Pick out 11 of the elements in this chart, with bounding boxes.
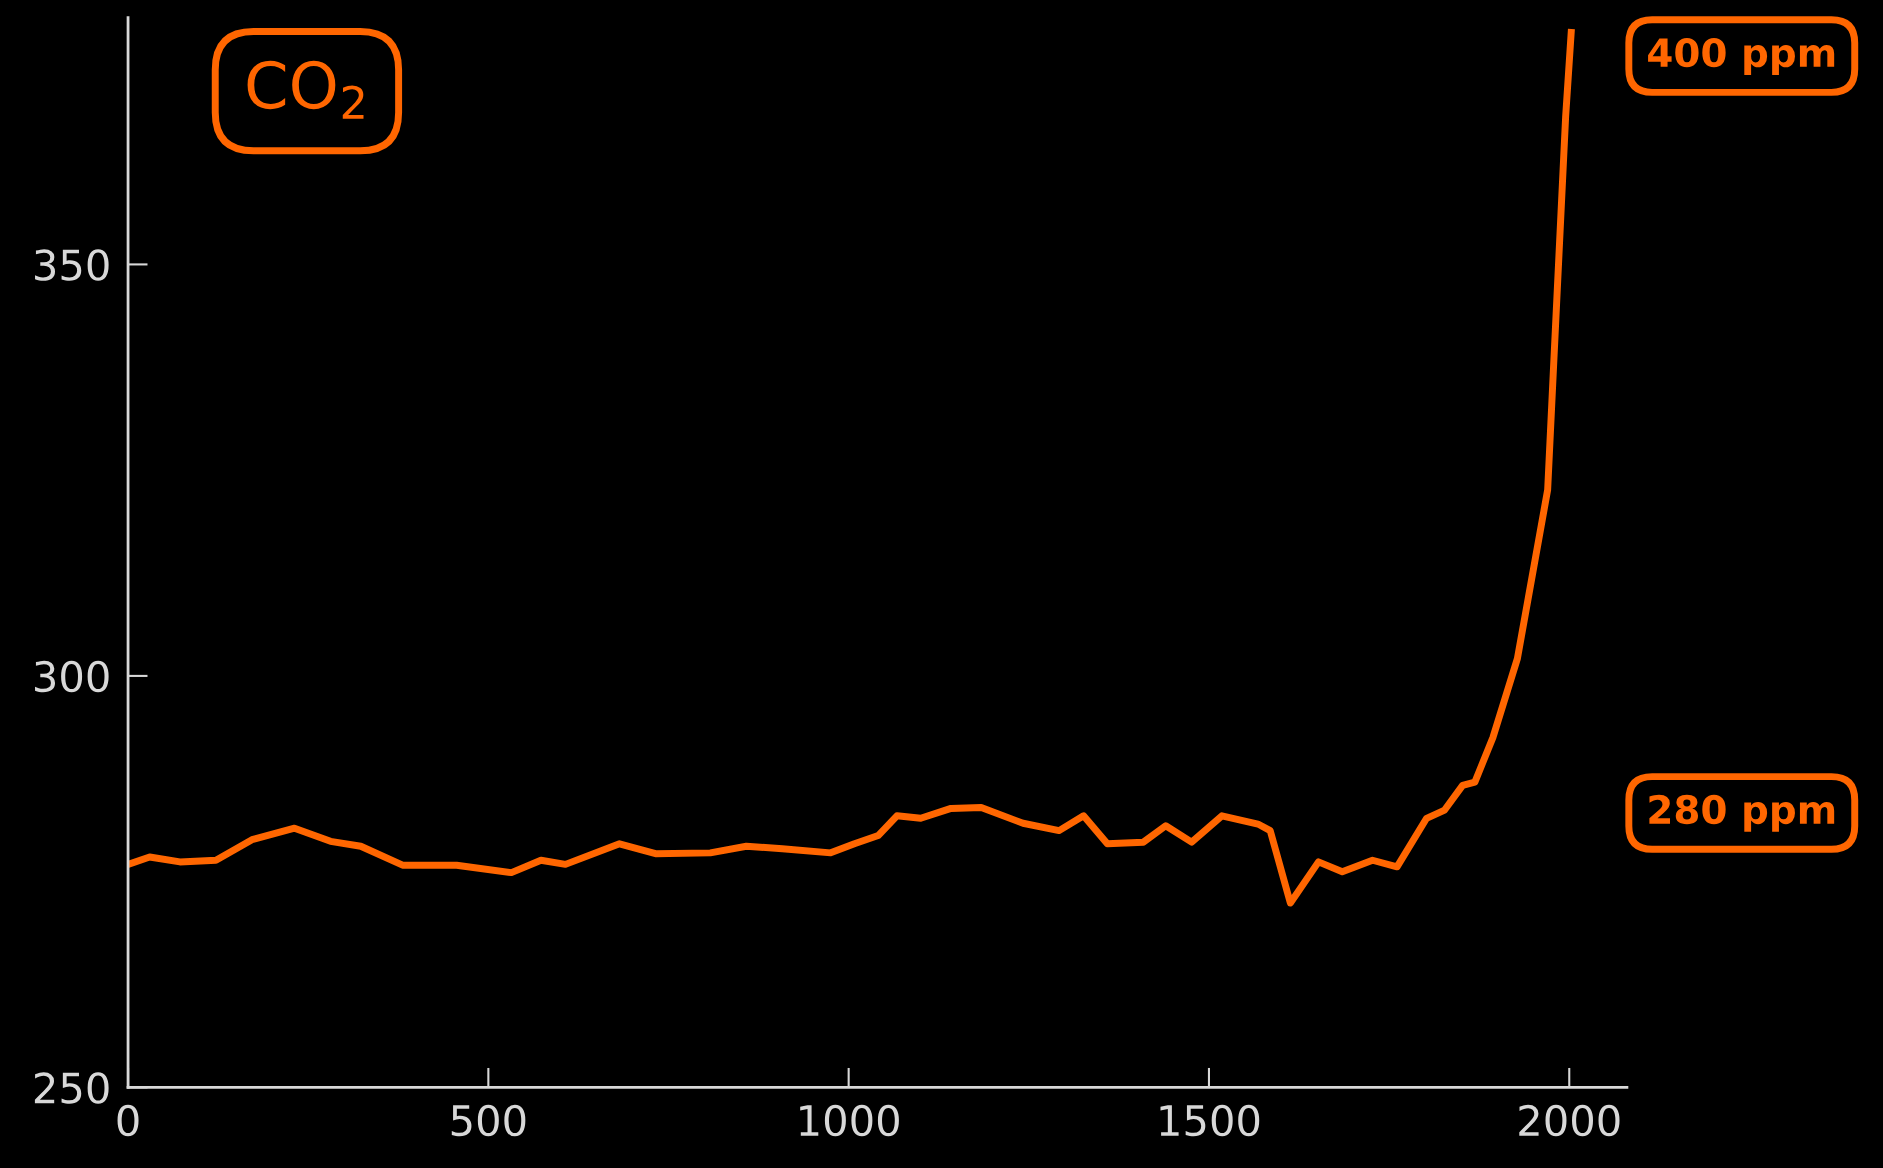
x-tick-label: 0	[117, 1104, 139, 1137]
y-tick-label: 250	[34, 1072, 109, 1104]
y-tick-label: 300	[35, 660, 109, 693]
x-tick-label: 2000	[1519, 1104, 1620, 1137]
annotation: CO$_{2}$	[247, 60, 364, 119]
y-tick-label: 350	[35, 249, 109, 281]
x-tick-label: 1500	[1160, 1104, 1260, 1137]
x-tick-label: 1000	[800, 1104, 899, 1137]
x-tick-label: 500	[451, 1104, 526, 1137]
text: 400 ppm	[1648, 37, 1835, 75]
text: 280 ppm	[1649, 794, 1835, 832]
